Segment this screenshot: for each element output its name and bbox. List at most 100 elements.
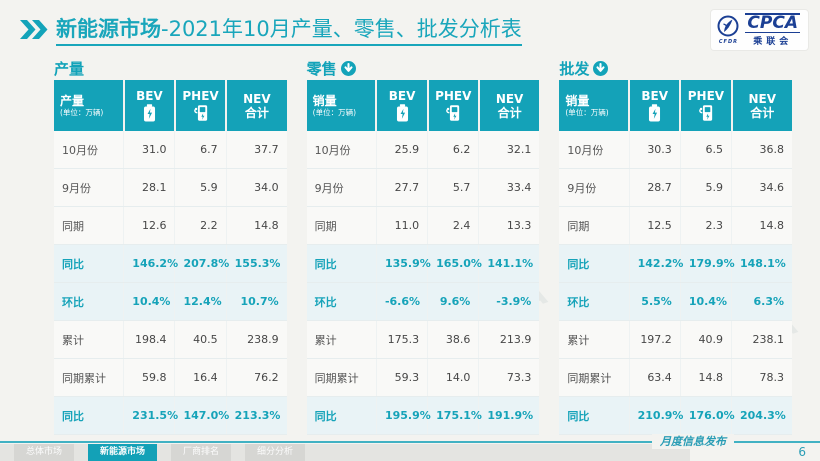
table-row: 累计 175.3 38.6 213.9	[306, 320, 540, 359]
table-cell: 175.1%	[427, 396, 482, 435]
table-cell: 238.1	[731, 320, 792, 359]
section-production: 产量 产量 (单位：万辆) BEV PHEV NEV 合计 10月份 31.0 6.7 37.7 9…	[54, 56, 287, 435]
row-label: 10月份	[306, 131, 377, 169]
table-cell: 10.4%	[679, 282, 732, 321]
row-label: 9月份	[54, 168, 124, 207]
down-arrow-icon	[340, 60, 356, 76]
cpca-logo-abbr: CPCA	[745, 13, 800, 33]
battery-icon	[380, 104, 423, 122]
table-cell: 40.5	[174, 320, 227, 359]
table-cell: 5.9	[174, 168, 227, 207]
table-cell: 135.9%	[375, 244, 431, 283]
row-label: 同比	[54, 396, 124, 435]
table-cell: 197.2	[628, 320, 681, 359]
table-cell: 27.7	[375, 168, 428, 207]
table-cell: 32.1	[478, 131, 540, 169]
table-cell: 148.1%	[731, 244, 792, 283]
wholesale-table: 销量 (单位：万辆) BEV PHEV NEV 合计 10月份 30.3 6.5 36.8 9月份 2…	[559, 80, 792, 435]
row-label: 环比	[54, 282, 124, 321]
table-row: 10月份 31.0 6.7 37.7	[54, 131, 287, 169]
table-cell: -6.6%	[375, 282, 428, 321]
battery-icon	[633, 104, 676, 122]
table-cell: 204.3%	[731, 396, 792, 435]
publication-label: 月度信息发布	[652, 434, 734, 449]
footer-tab-3[interactable]: 细分分析	[245, 444, 306, 461]
charger-icon	[432, 104, 475, 122]
column-label: NEV	[495, 91, 524, 106]
row-label: 10月份	[54, 131, 124, 169]
table-cell: 176.0%	[679, 396, 735, 435]
table-cell: 9.6%	[427, 282, 479, 321]
table-cell: 238.9	[225, 320, 287, 359]
column-label-2: 合计	[497, 105, 522, 120]
table-cell: 6.7	[174, 131, 227, 169]
column-label: BEV	[136, 89, 163, 103]
row-label: 同比	[559, 244, 630, 283]
table-cell: 141.1%	[478, 244, 540, 283]
section-wholesale: 批发 销量 (单位：万辆) BEV PHEV NEV 合计 10月份 30.3 6.5 36.8 9…	[559, 56, 792, 435]
table-cell: 12.6	[123, 206, 175, 245]
table-cell: 213.3%	[225, 396, 287, 435]
row-label: 环比	[559, 282, 630, 321]
cpca-emblem-icon: CFDR	[716, 15, 740, 45]
table-cell: 11.0	[375, 206, 428, 245]
footer-tab-0[interactable]: 总体市场	[14, 444, 75, 461]
cpca-logo-name: 乘联会	[753, 37, 793, 47]
charger-icon	[179, 104, 222, 122]
table-cell: 31.0	[123, 131, 175, 169]
row-label: 环比	[306, 282, 377, 321]
table-header-row: 销量 (单位：万辆) BEV PHEV NEV 合计	[559, 80, 792, 131]
table-corner-header: 产量 (单位：万辆)	[54, 80, 124, 131]
slide-header: 新能源市场-2021年10月产量、零售、批发分析表	[20, 16, 522, 46]
row-label: 累计	[54, 320, 124, 359]
column-header-nev: NEV 合计	[225, 80, 287, 131]
production-table: 产量 (单位：万辆) BEV PHEV NEV 合计 10月份 31.0 6.7 37.7 9月份 2…	[54, 80, 287, 435]
row-label: 9月份	[559, 168, 630, 207]
cpca-logo-subtext: CFDR	[718, 39, 738, 45]
row-label: 同期	[306, 206, 377, 245]
table-cell: 6.2	[427, 131, 479, 169]
table-cell: 36.8	[731, 131, 792, 169]
table-row: 同比 210.9% 176.0% 204.3%	[559, 396, 792, 435]
column-label: NEV	[748, 91, 777, 106]
table-corner-header: 销量 (单位：万辆)	[559, 80, 630, 131]
table-cell: 28.7	[628, 168, 681, 207]
cpca-logo-text: CPCA 乘联会	[745, 13, 800, 47]
row-label: 同期累计	[559, 358, 630, 397]
table-header-row: 产量 (单位：万辆) BEV PHEV NEV 合计	[54, 80, 287, 131]
column-label: PHEV	[435, 89, 472, 103]
corner-unit: (单位：万辆)	[312, 107, 357, 117]
column-label: BEV	[641, 89, 669, 103]
column-label: PHEV	[687, 89, 725, 103]
table-cell: 76.2	[225, 358, 287, 397]
table-cell: 198.4	[123, 320, 175, 359]
footer-tab-2[interactable]: 厂商排名	[171, 444, 232, 461]
table-cell: 14.8	[679, 358, 732, 397]
table-row: 环比 -6.6% 9.6% -3.9%	[306, 282, 540, 321]
row-label: 同期	[559, 206, 630, 245]
table-cell: 10.7%	[225, 282, 287, 321]
table-cell: 207.8%	[174, 244, 229, 283]
retail-table: 销量 (单位：万辆) BEV PHEV NEV 合计 10月份 25.9 6.2 32.1 9月份 2…	[306, 80, 540, 435]
page-number: 6	[798, 445, 806, 459]
section-wholesale-title: 批发	[559, 59, 590, 78]
table-row: 同比 231.5% 147.0% 213.3%	[54, 396, 287, 435]
charger-icon	[684, 104, 727, 122]
table-row: 10月份 25.9 6.2 32.1	[306, 131, 540, 169]
table-cell: -3.9%	[478, 282, 540, 321]
section-retail: 零售 销量 (单位：万辆) BEV PHEV NEV 合计 10月份 25.9 6.2 32.1 9…	[306, 56, 540, 435]
footer-tab-1[interactable]: 新能源市场	[88, 444, 158, 461]
table-cell: 6.3%	[731, 282, 792, 321]
table-row: 同比 195.9% 175.1% 191.9%	[306, 396, 540, 435]
cpca-logo: CFDR CPCA 乘联会	[711, 10, 808, 50]
table-cell: 5.7	[427, 168, 479, 207]
table-cell: 179.9%	[679, 244, 735, 283]
table-row: 同比 146.2% 207.8% 155.3%	[54, 244, 287, 283]
table-row: 同期 12.6 2.2 14.8	[54, 206, 287, 245]
table-cell: 2.2	[174, 206, 227, 245]
row-label: 9月份	[306, 168, 377, 207]
row-label: 同期累计	[306, 358, 377, 397]
table-cell: 2.3	[679, 206, 732, 245]
table-row: 同比 135.9% 165.0% 141.1%	[306, 244, 540, 283]
